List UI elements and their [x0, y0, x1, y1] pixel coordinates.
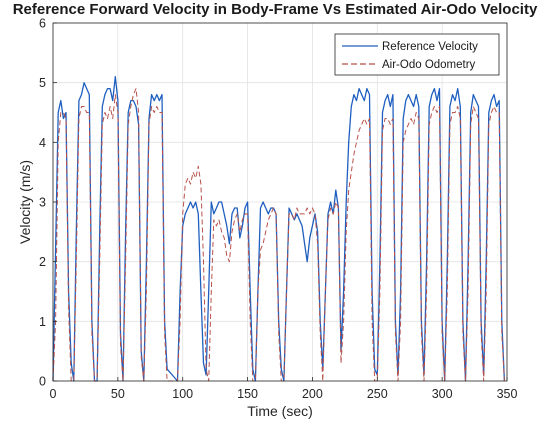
x-tick-label: 300: [432, 387, 453, 401]
y-axis-label: Velocity (m/s): [17, 160, 33, 244]
x-tick-label: 50: [111, 387, 125, 401]
y-tick-label: 3: [39, 196, 46, 210]
axis-ticks: 0 50 100 150 200 250 300 350 0 1 2 3 4 5 6: [39, 17, 517, 402]
x-tick-label: 250: [367, 387, 388, 401]
x-tick-label: 200: [302, 387, 323, 401]
x-tick-label: 150: [237, 387, 258, 401]
x-axis-label: Time (sec): [247, 403, 313, 419]
chart-title: Reference Forward Velocity in Body-Frame…: [13, 1, 538, 18]
y-tick-label: 5: [39, 76, 46, 90]
x-tick-label: 100: [172, 387, 193, 401]
legend-label-air-odo-odometry: Air-Odo Odometry: [382, 59, 476, 71]
legend-label-reference-velocity: Reference Velocity: [382, 41, 478, 53]
y-tick-label: 2: [39, 255, 46, 269]
y-tick-label: 0: [39, 375, 46, 389]
x-tick-label: 350: [497, 387, 518, 401]
x-tick-label: 0: [50, 387, 57, 401]
y-tick-label: 6: [39, 17, 46, 31]
y-tick-label: 1: [39, 315, 46, 329]
legend: Reference Velocity Air-Odo Odometry: [334, 33, 500, 76]
legend-box: [334, 33, 500, 76]
y-tick-label: 4: [39, 136, 46, 150]
